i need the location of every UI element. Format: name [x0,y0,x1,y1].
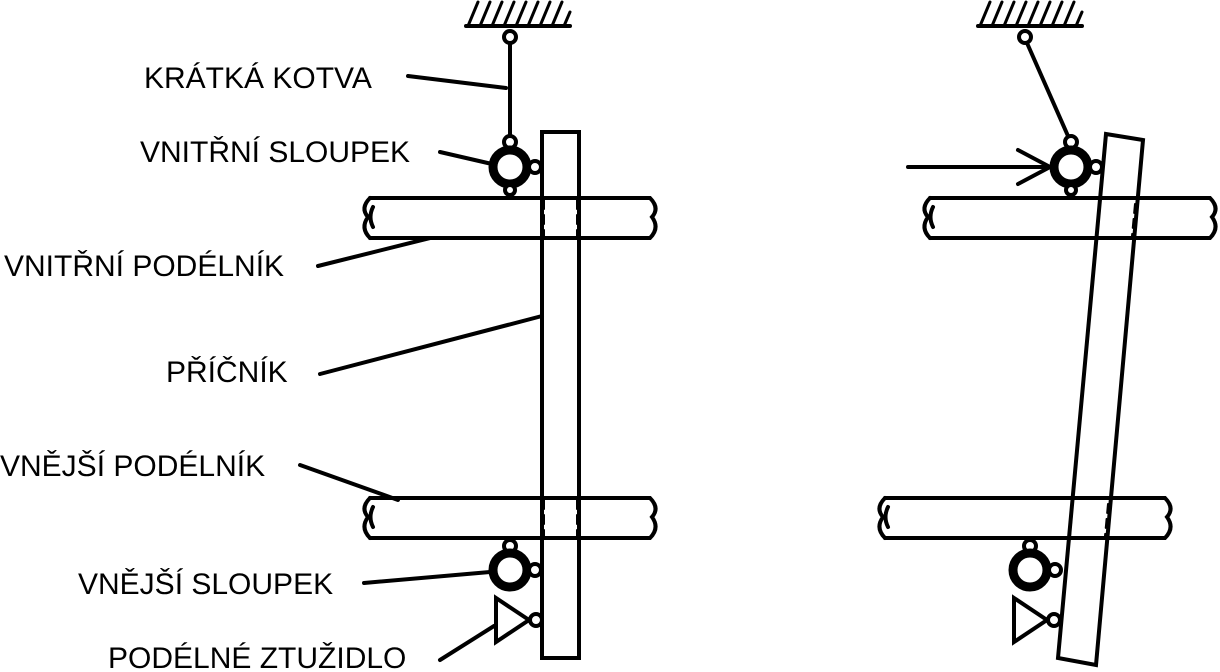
left-inner-standard [488,145,543,197]
right-longitudinal-brace [1012,594,1062,646]
label-kratka-kotva: KRÁTKÁ KOTVA [144,62,372,95]
label-vnejsi-sloupek: VNĚJŠÍ SLOUPEK [78,567,333,601]
right-hidden-lines [1069,199,1136,537]
right-short-anchor [1017,29,1079,150]
label-vnitrni-sloupek: VNITŘNÍ SLOUPEK [140,136,410,169]
left-outer-standard [488,538,543,592]
left-short-anchor [502,29,518,150]
left-outer-ledger [362,496,658,540]
left-hidden-lines [543,199,578,537]
right-fixed-support [976,0,1084,28]
label-vnitrni-podelnik: VNITŘNÍ PODÉLNÍK [4,250,284,283]
right-scaffold-drawing [877,0,1218,668]
right-inner-standard [1049,145,1104,197]
left-scaffold-drawing [298,0,658,662]
right-transom-tilted [1055,131,1146,668]
left-inner-ledger [362,196,658,240]
force-arrow [906,148,1055,186]
leader-lines [298,74,544,662]
right-outer-ledger [877,496,1173,540]
right-outer-standard [1008,538,1063,592]
left-fixed-support [464,0,572,28]
label-vnejsi-podelnik: VNĚJŠÍ PODÉLNÍK [0,449,265,483]
label-pricnik: PŘÍČNÍK [166,355,288,389]
labels: KRÁTKÁ KOTVA VNITŘNÍ SLOUPEK VNITŘNÍ POD… [0,62,410,672]
right-inner-ledger [922,196,1218,240]
label-podelne-ztuzidlo: PODÉLNÉ ZTUŽIDLO [108,642,406,672]
left-transom [540,130,581,660]
left-longitudinal-brace [494,594,544,646]
